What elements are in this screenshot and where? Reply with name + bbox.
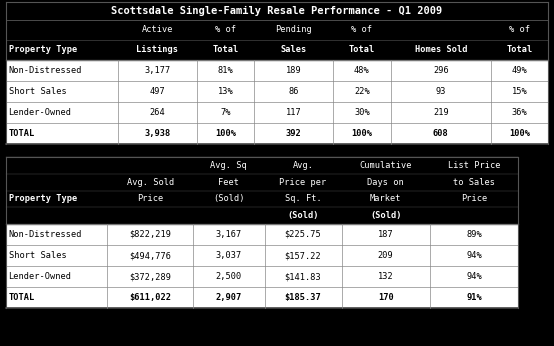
Text: 100%: 100%: [351, 129, 372, 138]
Text: Short Sales: Short Sales: [8, 87, 66, 96]
Bar: [6, 102, 548, 123]
Text: 189: 189: [286, 66, 301, 75]
Text: % of: % of: [351, 25, 372, 34]
Text: $157.22: $157.22: [285, 251, 321, 260]
Bar: [6, 224, 518, 245]
Text: 2,907: 2,907: [216, 293, 242, 302]
Text: 81%: 81%: [218, 66, 233, 75]
Text: (Sold): (Sold): [370, 211, 402, 220]
Text: 86: 86: [289, 87, 299, 96]
Bar: [6, 287, 518, 308]
Text: 94%: 94%: [466, 272, 482, 281]
Text: 49%: 49%: [512, 66, 527, 75]
Bar: [6, 20, 548, 40]
Text: Active: Active: [141, 25, 173, 34]
Text: Cumulative: Cumulative: [360, 161, 412, 170]
Text: Avg.: Avg.: [293, 161, 314, 170]
Text: 91%: 91%: [466, 293, 482, 302]
Text: Feet: Feet: [218, 178, 239, 187]
Text: TOTAL: TOTAL: [8, 293, 35, 302]
Text: Property Type: Property Type: [8, 45, 77, 54]
Text: Price: Price: [461, 194, 487, 203]
Text: Market: Market: [370, 194, 402, 203]
Text: % of: % of: [215, 25, 236, 34]
Text: Price per: Price per: [279, 178, 327, 187]
Text: $185.37: $185.37: [285, 293, 321, 302]
Text: 170: 170: [378, 293, 394, 302]
Text: 209: 209: [378, 251, 394, 260]
Text: 2,500: 2,500: [216, 272, 242, 281]
Text: Sales: Sales: [280, 45, 307, 54]
Text: 94%: 94%: [466, 251, 482, 260]
Text: (Sold): (Sold): [288, 211, 319, 220]
Text: Homes Sold: Homes Sold: [414, 45, 467, 54]
Text: Short Sales: Short Sales: [8, 251, 66, 260]
Text: $141.83: $141.83: [285, 272, 321, 281]
Text: 100%: 100%: [215, 129, 236, 138]
Text: Pending: Pending: [275, 25, 312, 34]
Text: Scottsdale Single-Family Resale Performance - Q1 2009: Scottsdale Single-Family Resale Performa…: [111, 6, 443, 16]
Text: $822,219: $822,219: [129, 230, 171, 239]
Text: 89%: 89%: [466, 230, 482, 239]
Text: 392: 392: [286, 129, 301, 138]
Text: Lender-Owned: Lender-Owned: [8, 108, 71, 117]
Bar: [6, 81, 548, 102]
Text: 3,167: 3,167: [216, 230, 242, 239]
Text: 3,938: 3,938: [144, 129, 170, 138]
Text: Total: Total: [212, 45, 239, 54]
Text: $372,289: $372,289: [129, 272, 171, 281]
Bar: [6, 157, 518, 224]
Text: (Sold): (Sold): [213, 194, 244, 203]
Text: Non-Distressed: Non-Distressed: [8, 230, 82, 239]
Bar: [6, 245, 518, 266]
Text: Price: Price: [137, 194, 163, 203]
Text: 48%: 48%: [354, 66, 370, 75]
Bar: [6, 60, 548, 81]
Text: 7%: 7%: [220, 108, 230, 117]
Text: 187: 187: [378, 230, 394, 239]
Text: Lender-Owned: Lender-Owned: [8, 272, 71, 281]
Text: 3,037: 3,037: [216, 251, 242, 260]
Text: Avg. Sold: Avg. Sold: [126, 178, 174, 187]
Text: 30%: 30%: [354, 108, 370, 117]
Text: 608: 608: [433, 129, 449, 138]
Bar: [6, 266, 518, 287]
Text: Avg. Sq: Avg. Sq: [211, 161, 247, 170]
Text: Total: Total: [349, 45, 375, 54]
Text: Non-Distressed: Non-Distressed: [8, 66, 82, 75]
Text: to Sales: to Sales: [453, 178, 495, 187]
Text: TOTAL: TOTAL: [8, 129, 35, 138]
Text: 93: 93: [435, 87, 446, 96]
Text: 219: 219: [433, 108, 449, 117]
Bar: [6, 123, 548, 144]
Text: 117: 117: [286, 108, 301, 117]
Text: Days on: Days on: [367, 178, 404, 187]
Text: 36%: 36%: [512, 108, 527, 117]
Text: $494,776: $494,776: [129, 251, 171, 260]
Text: % of: % of: [509, 25, 530, 34]
Bar: [6, 40, 548, 60]
Text: 264: 264: [150, 108, 165, 117]
Text: Listings: Listings: [136, 45, 178, 54]
Text: 15%: 15%: [512, 87, 527, 96]
Text: $611,022: $611,022: [129, 293, 171, 302]
Text: 497: 497: [150, 87, 165, 96]
Text: Total: Total: [506, 45, 533, 54]
Text: 132: 132: [378, 272, 394, 281]
Text: $225.75: $225.75: [285, 230, 321, 239]
Text: Sq. Ft.: Sq. Ft.: [285, 194, 321, 203]
Text: 296: 296: [433, 66, 449, 75]
Text: 13%: 13%: [218, 87, 233, 96]
Bar: [6, 2, 548, 20]
Text: Property Type: Property Type: [8, 194, 77, 203]
Text: 100%: 100%: [509, 129, 530, 138]
Text: 3,177: 3,177: [144, 66, 170, 75]
Text: List Price: List Price: [448, 161, 500, 170]
Text: 22%: 22%: [354, 87, 370, 96]
